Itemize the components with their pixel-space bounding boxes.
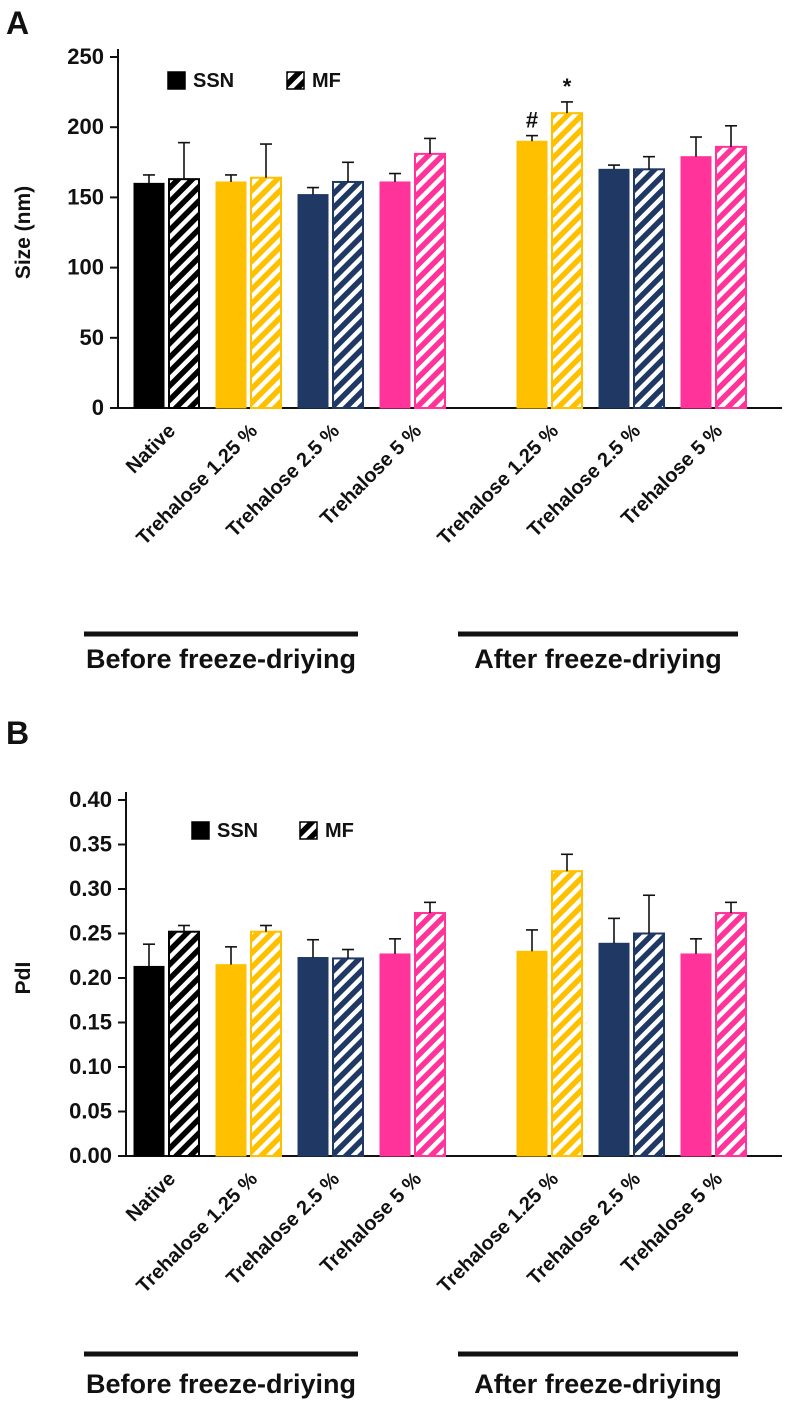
y-axis-title: PdI [12,962,35,995]
bar-SSN [516,950,548,1157]
y-tick-label: 250 [67,44,104,69]
bar-MF [414,152,446,409]
bar-SSN [297,957,329,1157]
bar-SSN [297,194,329,409]
y-tick-label: 0.05 [69,1099,112,1124]
legend-swatch-MF [299,821,318,840]
bar-SSN [516,140,548,409]
bar-SSN [379,181,411,409]
y-tick-label: 150 [67,184,104,209]
bar-SSN [133,182,165,409]
panel-B-pdi-chart: B PdI 0.00 0.05 0.10 0.15 0.20 0.25 0.30 0.35 0.40… [0,706,793,1412]
y-tick-label: 0 [92,395,104,420]
y-tick-label: 200 [67,114,104,139]
bar-MF [168,930,200,1157]
x-category-label: Native [122,1168,180,1226]
bar-MF [715,145,747,410]
bar-MF [414,912,446,1157]
bar-MF [250,176,282,409]
legend-label-MF: MF [312,70,341,92]
bar-SSN [680,156,712,409]
significance-marker: * [563,74,572,99]
bar-SSN [215,181,247,409]
bar-SSN [598,168,630,409]
y-tick-label: 0.30 [69,876,112,901]
bar-MF [551,112,583,409]
y-tick-label: 100 [67,255,104,280]
bar-SSN [680,953,712,1157]
bar-SSN [215,964,247,1157]
section-title: After freeze-driying [474,644,722,674]
section-title: Before freeze-driying [86,1369,356,1399]
y-tick-label: 0.10 [69,1054,112,1079]
legend-swatch-SSN [191,821,210,840]
panel-letter: A [6,5,29,41]
chart-B: B PdI 0.00 0.05 0.10 0.15 0.20 0.25 0.30 0.35 0.40… [6,715,782,1399]
bar-MF [715,912,747,1157]
panel-A-size-chart: A Size (nm) 0 50 100 150 200 250 SSN MF Native Treh… [6,5,782,674]
x-category-label: Native [122,420,180,478]
y-tick-label: 0.40 [69,787,112,812]
panel-letter: B [6,715,29,751]
y-axis-title: Size (nm) [12,186,35,279]
bar-MF [168,178,200,409]
y-tick-label: 0.20 [69,965,112,990]
y-tick-label: 50 [80,325,104,350]
bar-MF [633,168,665,409]
legend-label-MF: MF [325,820,354,842]
y-tick-label: 0.15 [69,1010,112,1035]
bar-SSN [133,965,165,1157]
legend-label-SSN: SSN [217,820,258,842]
bar-MF [633,932,665,1157]
bar-MF [551,870,583,1157]
y-tick-label: 0.35 [69,832,112,857]
bar-MF [332,957,364,1157]
legend-label-SSN: SSN [193,70,234,92]
bar-SSN [379,953,411,1157]
bar-SSN [598,942,630,1157]
y-tick-label: 0.00 [69,1143,112,1168]
legend-swatch-SSN [167,71,186,90]
section-title: Before freeze-driying [86,644,356,674]
y-tick-label: 0.25 [69,921,112,946]
legend-swatch-MF [286,71,305,90]
section-title: After freeze-driying [474,1369,722,1399]
bar-MF [332,180,364,409]
significance-marker: # [526,108,538,133]
bar-MF [250,930,282,1157]
